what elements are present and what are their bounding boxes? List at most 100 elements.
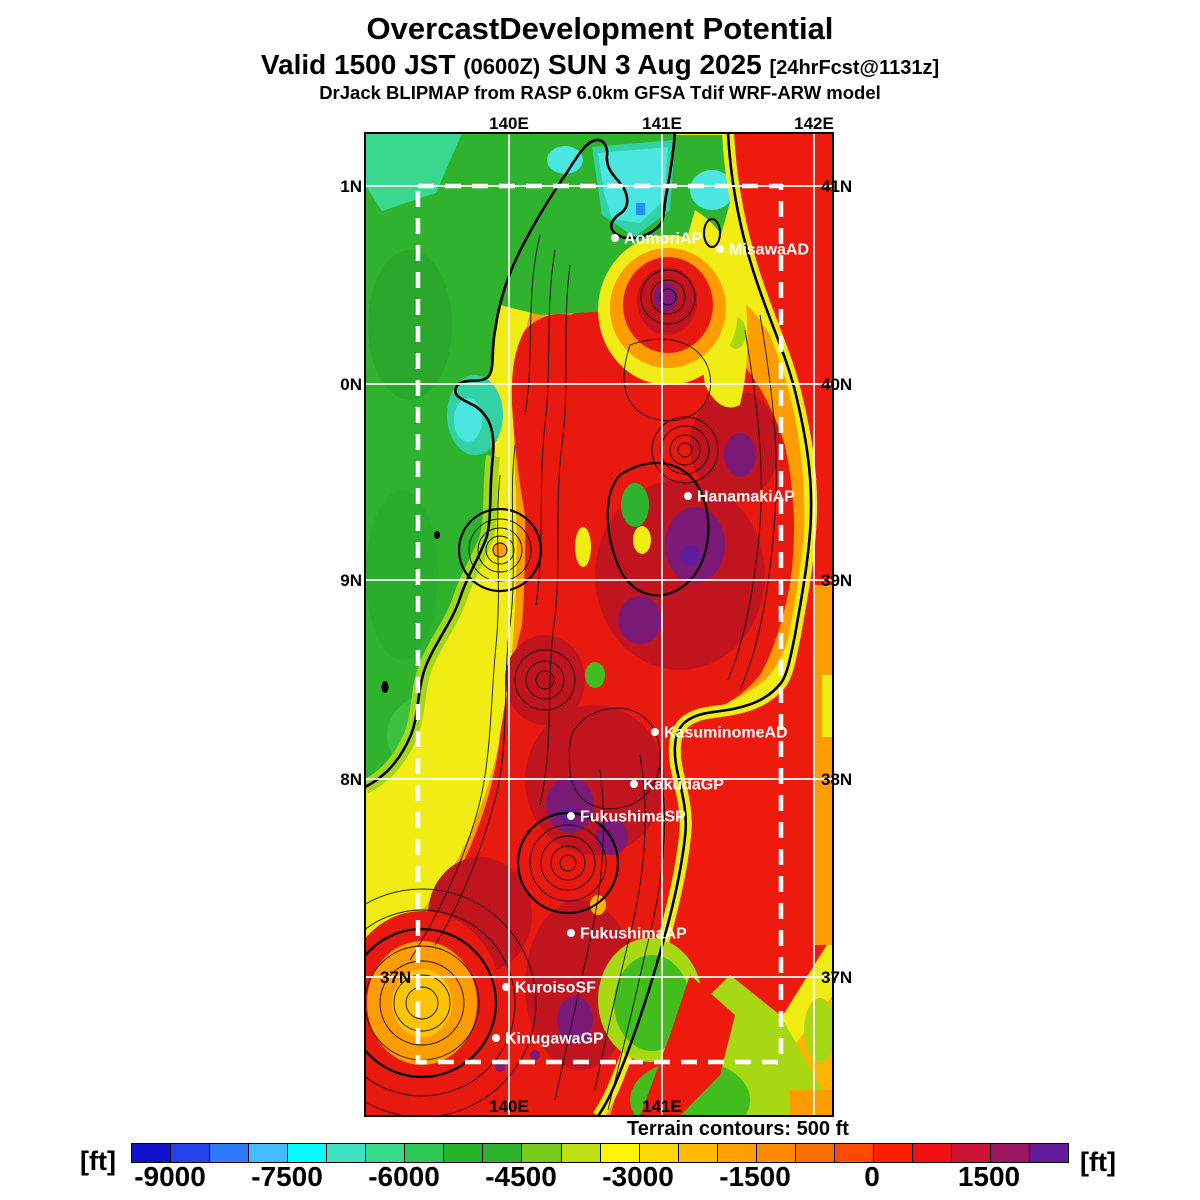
station-dot [611,234,619,242]
station-label: MisawaAD [729,242,809,259]
west-cyan-patch [454,398,482,442]
valley-yellow [633,526,651,554]
colorbar-segment [210,1144,250,1162]
coast-cyan [547,146,583,174]
terrain-contours-note: Terrain contours: 500 ft [627,1118,849,1140]
lat-label-right: 38N [821,770,852,789]
station-dot [651,728,659,736]
colorbar-segment [912,1144,952,1162]
peak-purple [495,1062,505,1072]
colorbar-segment [561,1144,601,1162]
station-dot [684,492,692,500]
colorbar-unit-left: [ft] [80,1146,116,1176]
colorbar-segment [366,1144,406,1162]
peak-purple [557,996,593,1044]
station-dot [492,1034,500,1042]
lat-label-left: 41N [340,177,362,196]
lake-ogawara [703,218,721,248]
valid-zulu: (0600Z) [463,53,541,79]
colorbar-segment [795,1144,835,1162]
colorbar-tick-label: -6000 [368,1161,440,1192]
colorbar-segment [249,1144,289,1162]
colorbar-segment [483,1144,523,1162]
se-red-tongue [640,975,735,1116]
sea-shade [366,490,438,660]
colorbar-segment [834,1144,874,1162]
colorbar-segment [717,1144,757,1162]
map-frame [364,132,834,1117]
colorbar-segment [678,1144,718,1162]
station-dot [567,929,575,937]
colorbar-segment [444,1144,484,1162]
colorbar-unit-right: [ft] [1080,1147,1116,1177]
station-label: KasuminomeAD [664,725,788,742]
colorbar-ticklabels: -9000 -7500 -6000 -4500 -3000 -1500 0 1500 [131,1161,1067,1192]
latlon-grid [365,133,833,1116]
station-label: AomoriAP [624,231,703,248]
colorbar-segment [951,1144,992,1162]
peak-purple [530,1050,540,1060]
page-title: OvercastDevelopment Potential [366,11,834,46]
lat-label-right: 41N [821,177,852,196]
right-edge-green-patch [804,998,833,1062]
island [434,531,440,539]
lon-label-top: 142E [794,115,834,133]
lon-label-bottom: 140E [489,1097,529,1116]
title-block: OvercastDevelopment Potential Valid 1500… [0,11,1200,104]
colorbar-tick-label: 0 [864,1161,880,1192]
colorbar-segment [522,1144,562,1162]
mountain-dark [505,635,585,725]
station-label: KakudaGP [643,777,724,794]
station-dot [567,812,575,820]
lagoon-cyan [690,170,734,210]
coastline-east [596,133,813,1116]
coastline-west [365,133,677,789]
station-dot [630,780,638,788]
colorbar-segment [132,1144,172,1162]
lat-label-left: 38N [340,770,362,789]
peak-deep-purple [680,545,700,565]
peak-purple [546,777,594,833]
valid-date: SUN 3 Aug 2025 [540,48,770,80]
forecast-run: [24hrFcst@1131z] [769,56,940,79]
station-label: KinugawaGP [505,1031,604,1048]
model-domain-outline [415,183,784,1065]
station-label: FukushimaAP [580,926,687,943]
colorbar-segment [171,1144,211,1162]
colorbar-segment [873,1144,913,1162]
lat-label-right: 37N [821,968,852,987]
valid-time-line: Valid 1500 JST (0600Z) SUN 3 Aug 2025 [2… [0,49,1200,80]
mutsu-bay-cyan [598,147,668,223]
valley-yellow [575,527,591,567]
bay-blue-spot [636,203,645,215]
hakkoda-purple-core [654,282,678,312]
colorbar-tick-label: -7500 [251,1161,323,1192]
valid-time: Valid 1500 JST [260,48,464,80]
colorbar-tick-label: -1500 [719,1161,791,1192]
colorbar-segment [600,1144,640,1162]
colorbar-tick-label: -3000 [602,1161,674,1192]
model-subtitle: DrJack BLIPMAP from RASP 6.0km GFSA Tdif… [319,82,881,104]
sea-shade [368,250,452,400]
station-markers: AomoriAP MisawaAD HanamakiAP KasuminomeAD Ka… [492,231,809,1048]
lat-label-left: 39N [340,571,362,590]
station-dot [502,983,510,991]
lat-label-right: 39N [821,571,852,590]
se-corner-orange [790,1090,833,1116]
lat-label-right: 40N [821,375,852,394]
colorbar-segments [131,1143,1069,1163]
lat-label-left: 37N [380,968,411,987]
valley-green [585,662,605,688]
station-label: HanamakiAP [697,489,795,506]
colorbar-tick-label: 1500 [957,1161,1021,1192]
lon-label-bottom: 141E [642,1097,682,1116]
peak-purple [618,596,662,644]
right-edge-yellow-sliver [822,675,833,737]
station-label: FukushimaSP [580,809,686,826]
map-field [365,133,833,1116]
terrain-contours [365,234,777,1116]
station-label: KuroisoSF [515,980,596,997]
station-dot [716,245,724,253]
geo-labels: 140E 140E 141E 141E 142E 41N 41N 40N 40N 39N 39N 38… [340,115,852,1116]
colorbar-segment [1030,1144,1069,1162]
